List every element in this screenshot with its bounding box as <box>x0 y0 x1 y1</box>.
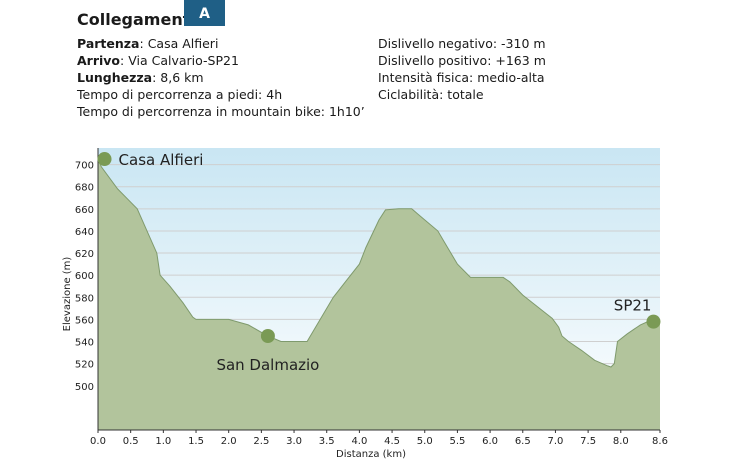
x-tick-label: 0.0 <box>90 436 106 447</box>
x-tick-label: 2.5 <box>253 436 269 447</box>
x-tick-label: 5.5 <box>449 436 465 447</box>
x-tick-label: 8.6 <box>652 436 668 447</box>
info-row-bike-time: Tempo di percorrenza in mountain bike: 1… <box>77 104 365 119</box>
route-info-right: Dislivello negativo: -310 m Dislivello p… <box>378 35 546 103</box>
x-tick-label: 7.0 <box>547 436 563 447</box>
location-marker <box>646 314 661 329</box>
x-tick-label: 2.0 <box>221 436 237 447</box>
y-tick-label: 540 <box>75 338 94 349</box>
y-tick-label: 520 <box>75 360 94 371</box>
tick-labels: 500 520 540 560 580 600 620 640 660 680 700 0.0 0.5 1… <box>75 161 668 447</box>
info-row-length: Lunghezza: 8,6 km <box>77 70 204 85</box>
location-label: Casa Alfieri <box>119 151 204 169</box>
axes <box>97 148 660 431</box>
x-tick-label: 6.0 <box>482 436 498 447</box>
info-row-walk-time: Tempo di percorrenza a piedi: 4h <box>77 87 283 102</box>
location-markers: Casa Alfieri San Dalmazio SP21 <box>97 151 661 374</box>
route-info-left: Partenza: Casa Alfieri Arrivo: Via Calva… <box>77 35 365 120</box>
x-axis-label: Distanza (km) <box>336 449 406 460</box>
x-tick-label: 3.5 <box>319 436 335 447</box>
y-tick-label: 640 <box>75 227 94 238</box>
y-tick-label: 620 <box>75 249 94 260</box>
y-axis-label: Elevazione (m) <box>62 257 73 332</box>
route-title: Collegamento <box>77 10 202 29</box>
y-tick-label: 600 <box>75 271 94 282</box>
y-tick-label: 580 <box>75 293 94 304</box>
x-tick-label: 4.0 <box>351 436 367 447</box>
x-tick-label: 7.5 <box>580 436 596 447</box>
info-row-descent: Dislivello negativo: -310 m <box>378 36 546 51</box>
x-tick-label: 1.0 <box>155 436 171 447</box>
location-label: San Dalmazio <box>216 356 319 374</box>
route-badge: A <box>184 0 225 26</box>
x-tick-label: 1.5 <box>188 436 204 447</box>
y-tick-label: 680 <box>75 183 94 194</box>
y-tick-label: 660 <box>75 205 94 216</box>
location-label: SP21 <box>614 297 652 315</box>
info-row-departure: Partenza: Casa Alfieri <box>77 36 219 51</box>
info-row-arrival: Arrivo: Via Calvario-SP21 <box>77 53 239 68</box>
x-tick-label: 5.0 <box>417 436 433 447</box>
x-tick-label: 8.0 <box>613 436 629 447</box>
elevation-area <box>98 159 660 430</box>
location-marker <box>97 152 112 167</box>
x-tick-label: 3.0 <box>286 436 302 447</box>
info-row-intensity: Intensità fisica: medio-alta <box>378 70 545 85</box>
x-tick-label: 4.5 <box>384 436 400 447</box>
location-marker <box>260 329 275 343</box>
x-tick-label: 0.5 <box>123 436 139 447</box>
y-tick-label: 700 <box>75 161 94 172</box>
info-row-ascent: Dislivello positivo: +163 m <box>378 53 546 68</box>
elevation-line <box>97 158 661 368</box>
info-row-cyclability: Ciclabilità: totale <box>378 87 484 102</box>
y-tick-label: 560 <box>75 315 94 326</box>
x-tick-label: 6.5 <box>515 436 531 447</box>
y-tick-label: 500 <box>75 382 94 393</box>
